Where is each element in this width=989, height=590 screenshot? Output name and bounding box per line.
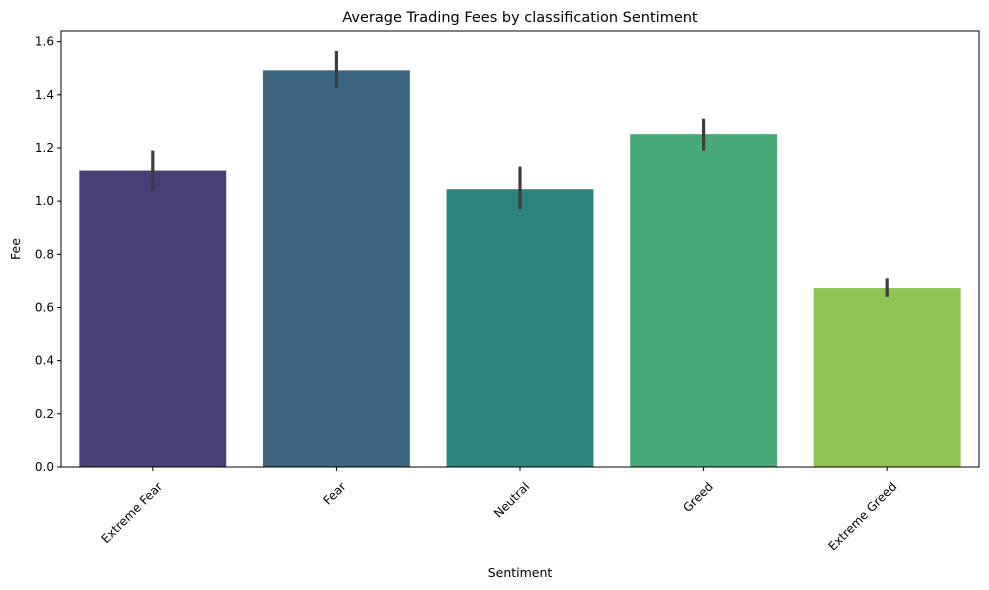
x-tick-label-fear: Fear: [321, 479, 349, 507]
x-tick-label-extreme-greed: Extreme Greed: [826, 479, 900, 553]
bar-extreme-greed: [813, 288, 961, 467]
y-axis: 0.0 0.2 0.4 0.6 0.8 1.0 1.2 1.4 1.6: [35, 35, 61, 474]
y-tick-label: 0.0: [35, 460, 54, 474]
error-bars-group: [151, 50, 889, 297]
plot-frame: [60, 30, 980, 468]
y-tick-label: 0.4: [35, 354, 54, 368]
bar-fear: [262, 70, 410, 467]
y-tick-label: 1.0: [35, 194, 54, 208]
x-tick-label-greed: Greed: [680, 479, 716, 515]
x-axis-label: Sentiment: [488, 565, 553, 580]
x-tick-label-neutral: Neutral: [491, 479, 532, 520]
y-axis-label: Fee: [8, 238, 23, 260]
bars-group: [79, 70, 961, 467]
y-tick-label: 0.8: [35, 247, 54, 261]
y-tick-label: 0.6: [35, 300, 54, 314]
y-tick-label: 1.4: [35, 88, 54, 102]
y-tick-label: 1.6: [35, 35, 54, 49]
bar-greed: [630, 134, 778, 467]
bar-neutral: [446, 189, 594, 467]
x-tick-label-extreme-fear: Extreme Fear: [98, 479, 165, 546]
bar-extreme-fear: [79, 170, 227, 467]
y-tick-label: 1.2: [35, 141, 54, 155]
x-axis: Extreme Fear Fear Neutral Greed Extreme Gree…: [98, 467, 900, 553]
y-tick-label: 0.2: [35, 407, 54, 421]
chart-title: Average Trading Fees by classification S…: [342, 10, 698, 26]
